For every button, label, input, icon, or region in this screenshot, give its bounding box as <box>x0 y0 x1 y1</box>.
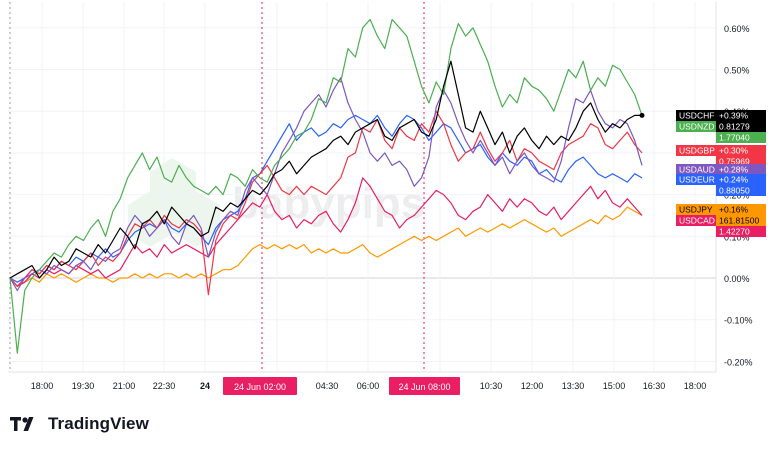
y-tick-label: -0.10% <box>724 316 753 326</box>
legend-value-box <box>716 132 766 143</box>
chart-svg[interactable]: babypips0.60%0.50%0.40%0.30%0.20%0.10%0.… <box>0 0 780 400</box>
legend-value: 1.42270 <box>719 227 750 237</box>
legend-entry: USDEUR +0.24% <box>676 174 766 185</box>
crosshair-label-box <box>389 377 460 395</box>
series-line-usdeur <box>9 114 643 283</box>
series-line-usdnzd <box>9 18 643 354</box>
watermark-text: babypips <box>232 179 425 228</box>
x-tick-label: 18:00 <box>31 381 54 391</box>
y-tick-label: 0.00% <box>724 274 750 284</box>
legend-name-usdchf: USDCHF <box>679 111 714 121</box>
y-tick-label: 0.60% <box>724 24 750 34</box>
series-line-usdaud <box>9 77 643 292</box>
legend-value: 0.88050 <box>719 186 750 196</box>
y-tick-label: -0.20% <box>724 357 753 367</box>
x-tick-label: 12:00 <box>521 381 544 391</box>
legend-name-usdjpy: USDJPY <box>679 205 713 215</box>
watermark-hex-icon <box>174 191 220 247</box>
legend-entry: USDNZD 0.81279 <box>676 121 766 132</box>
legend-entry: USDGBP +0.30% <box>676 145 766 156</box>
crosshair-label: 24 Jun 08:00 <box>398 382 450 392</box>
x-tick-label: 21:00 <box>113 381 136 391</box>
legend-value-box <box>716 145 766 156</box>
x-tick-label: 16:30 <box>643 381 666 391</box>
brand-name: TradingView <box>48 414 149 433</box>
legend-value-box <box>716 226 766 237</box>
chart[interactable]: babypips0.60%0.50%0.40%0.30%0.20%0.10%0.… <box>0 0 780 400</box>
legend-entry: 0.75969 <box>716 156 766 167</box>
x-tick-label: 18:00 <box>684 381 707 391</box>
legend-name-box <box>676 215 716 226</box>
legend-value-box <box>716 121 766 132</box>
tradingview-logo-icon <box>10 417 34 431</box>
brand: TradingView <box>10 414 149 434</box>
legend-value: 161.81500 <box>719 216 759 226</box>
legend-entry: USDAUD +0.28% <box>676 164 766 175</box>
x-tick-label: 04:30 <box>316 381 339 391</box>
legend-value: +0.16% <box>719 205 749 215</box>
legend-entry: USDJPY +0.16% <box>676 204 766 215</box>
x-tick-label: 24 <box>200 381 210 391</box>
x-tick-label: 10:30 <box>480 381 503 391</box>
legend-value: +0.30% <box>719 146 749 156</box>
series-line-usdcad <box>9 177 643 287</box>
y-tick-label: 0.10% <box>724 232 750 242</box>
series-endpoint-usdchf <box>639 112 645 118</box>
legend-name-box <box>676 145 716 156</box>
legend-value-box <box>716 185 766 196</box>
watermark: babypips <box>128 158 425 247</box>
legend-name-usdnzd: USDNZD <box>679 122 714 132</box>
x-tick-label: 13:30 <box>562 381 585 391</box>
legend-value-box <box>716 164 766 175</box>
legend-value-box <box>716 174 766 185</box>
legend-value-box <box>716 110 766 121</box>
crosshair-label-box <box>223 377 297 395</box>
legend-value: 0.75969 <box>719 157 750 167</box>
legend-value-box <box>716 215 766 226</box>
series-line-usdchf <box>9 60 642 279</box>
legend-value: +0.39% <box>719 111 749 121</box>
legend-value: +0.28% <box>719 165 749 175</box>
x-tick-label: 19:30 <box>72 381 95 391</box>
legend-value-box <box>716 204 766 215</box>
x-tick-label: 06:00 <box>357 381 380 391</box>
x-tick-label: 22:30 <box>153 381 176 391</box>
series-line-usdgbp <box>9 110 643 296</box>
legend-name-box <box>676 174 716 185</box>
legend-value-box <box>716 156 766 167</box>
legend-entry: 1.77040 <box>716 132 766 143</box>
legend-value: 1.77040 <box>719 133 750 143</box>
legend-name-box <box>676 121 716 132</box>
legend-name-usdcad: USDCAD <box>679 216 715 226</box>
legend-name-box <box>676 110 716 121</box>
series-line-usdjpy <box>9 206 643 287</box>
legend-name-usdgbp: USDGBP <box>679 146 715 156</box>
legend-name-box <box>676 204 716 215</box>
legend-entry: USDCAD 161.81500 <box>676 215 766 226</box>
legend-entry: 1.42270 <box>716 226 766 237</box>
legend-entry: 0.88050 <box>716 185 766 196</box>
legend-value: +0.24% <box>719 175 749 185</box>
crosshair-label: 24 Jun 02:00 <box>234 382 286 392</box>
legend-entry: USDCHF +0.39% <box>676 110 766 121</box>
x-tick-label: 15:00 <box>603 381 626 391</box>
watermark-hex-icon <box>150 158 196 214</box>
legend-name-box <box>676 164 716 175</box>
legend-name-usdaud: USDAUD <box>679 165 715 175</box>
legend-name-usdeur: USDEUR <box>679 175 715 185</box>
legend-value: 0.81279 <box>719 122 750 132</box>
y-tick-label: 0.50% <box>724 66 750 76</box>
plot-area <box>8 2 716 372</box>
